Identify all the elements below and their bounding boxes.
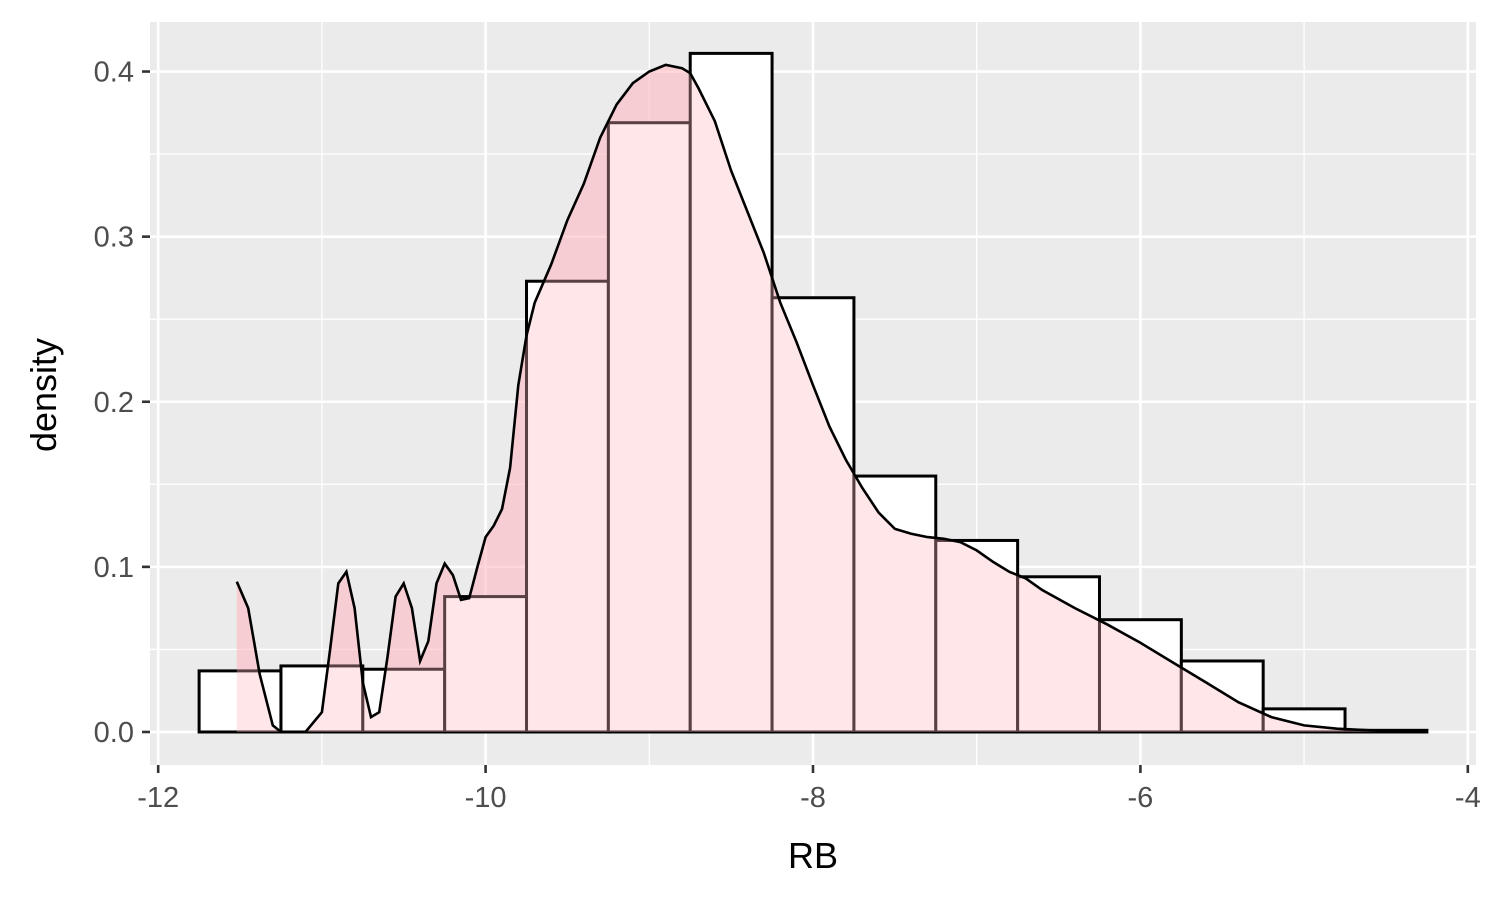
x-tick-label: -10 [465,782,507,814]
x-tick-label: -12 [137,782,179,814]
y-tick-label: 0.1 [94,552,134,584]
y-tick-label: 0.4 [94,57,134,89]
x-axis-title: RB [788,835,838,876]
y-tick-label: 0.2 [94,387,134,419]
x-tick-label: -6 [1128,782,1154,814]
histogram-bar [934,538,1020,734]
histogram-bar [1179,659,1265,734]
x-tick-label: -8 [800,782,826,814]
density-curve [235,63,1424,734]
histogram-bars [197,51,1429,734]
histogram-bar [688,51,774,734]
x-axis: -12 -10 -8 -6 -4 [137,765,1481,814]
y-axis: 0.0 0.1 0.2 0.3 0.4 [94,57,150,749]
histogram-bar [852,474,938,734]
density-area-overlay [236,64,1424,732]
y-tick-label: 0.0 [94,717,134,749]
histogram-bar [606,121,692,734]
histogram-bar [279,664,365,734]
histogram-bar [770,296,856,734]
y-axis-title: density [23,338,64,452]
y-tick-label: 0.3 [94,222,134,254]
x-tick-label: -4 [1455,782,1481,814]
density-curve-layer [235,63,1424,734]
histogram-bar [525,279,610,734]
